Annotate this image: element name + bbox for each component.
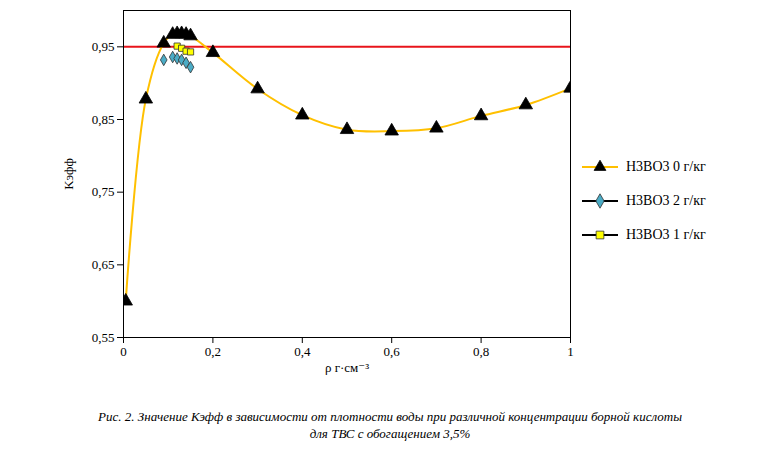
svg-text:0,65: 0,65 xyxy=(92,257,115,272)
svg-text:0,75: 0,75 xyxy=(92,184,115,199)
svg-text:0,4: 0,4 xyxy=(294,344,311,359)
html-text:H3BO3 1 г/кг: H3BO3 1 г/кг xyxy=(626,227,706,242)
html-text:H3BO3 0 г/кг: H3BO3 0 г/кг xyxy=(626,159,706,174)
svg-text:Kэфф: Kэфф xyxy=(61,158,76,190)
html-text:H3BO3 2 г/кг: H3BO3 2 г/кг xyxy=(626,193,706,208)
svg-text:ρ г·см⁻³: ρ г·см⁻³ xyxy=(325,360,369,375)
svg-text:0,55: 0,55 xyxy=(92,330,115,345)
svg-text:1: 1 xyxy=(567,344,574,359)
svg-text:0,2: 0,2 xyxy=(205,344,221,359)
svg-text:0,85: 0,85 xyxy=(92,112,115,127)
svg-text:0: 0 xyxy=(120,344,127,359)
svg-text:0,6: 0,6 xyxy=(384,344,401,359)
svg-text:0,95: 0,95 xyxy=(92,39,115,54)
svg-text:0,8: 0,8 xyxy=(473,344,489,359)
html-text:Рис. 2. Значение Кэфф в зависи: Рис. 2. Значение Кэфф в зависимости от п… xyxy=(98,409,682,441)
